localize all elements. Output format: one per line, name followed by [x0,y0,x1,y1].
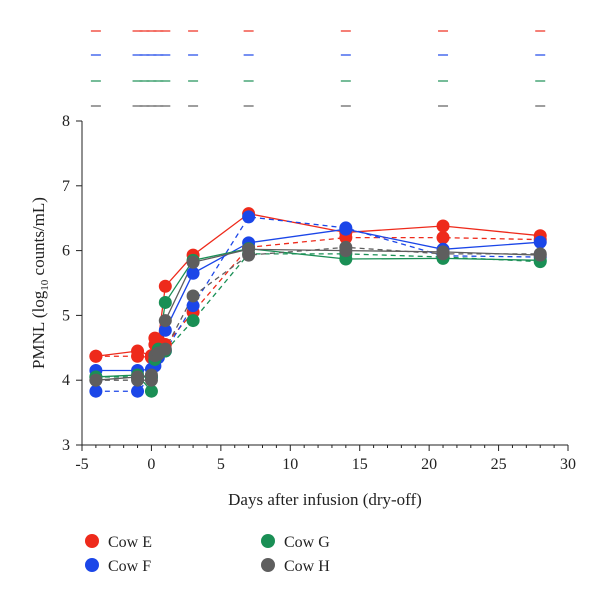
sampling-markers [90,30,546,107]
legend-item-cow-e: Cow E [85,534,152,551]
data-point-cow-h [436,245,450,259]
data-point-cow-f [186,266,200,280]
data-point-cow-f [339,222,353,236]
data-point-cow-e [151,333,165,347]
data-point-cow-e [158,279,172,293]
data-point-cow-f [533,235,547,249]
y-tick-label: 5 [62,307,70,324]
legend-swatch-cow-g [261,534,275,548]
y-ticks: 3 4 5 6 7 8 [62,113,82,454]
data-point-cow-h [186,289,200,303]
x-tick-label: 10 [282,456,298,473]
y-tick-label: 4 [62,372,70,389]
x-tick-label: 30 [560,456,576,473]
legend-swatch-cow-h [261,558,275,572]
axes [81,121,568,446]
x-tick-label: -5 [75,456,88,473]
data-point-cow-h [158,314,172,328]
x-tick-label: 15 [352,456,368,473]
data-point-cow-g [158,295,172,309]
y-axis-title-prefix: PMNL (log [29,290,48,369]
x-tick-label: 25 [491,456,507,473]
data-point-cow-g [186,314,200,328]
x-tick-label: 0 [147,456,155,473]
data-point-cow-f [131,384,145,398]
data-point-cow-e [89,349,103,363]
data-point-cow-h [186,255,200,269]
data-point-cow-f [186,299,200,313]
y-tick-label: 6 [62,243,70,260]
plot-points [89,207,547,398]
data-point-cow-h [89,373,103,387]
y-axis-title-suffix: counts/mL) [29,197,48,280]
y-tick-label: 8 [62,113,70,130]
data-point-cow-h [144,368,158,382]
data-point-cow-h [242,242,256,256]
legend-swatch-cow-f [85,558,99,572]
legend-item-cow-g: Cow G [261,534,330,551]
x-tick-label: 20 [421,456,437,473]
y-tick-label: 3 [62,437,70,454]
data-point-cow-h [131,370,145,384]
data-point-cow-f [158,323,172,337]
legend-label-cow-e: Cow E [108,534,152,551]
legend-item-cow-h: Cow H [261,558,330,575]
legend-label-cow-g: Cow G [284,534,330,551]
y-tick-label: 7 [62,178,70,195]
legend-item-cow-f: Cow F [85,558,151,575]
y-axis-title-subscript: 10 [39,279,51,291]
data-point-cow-f [242,210,256,224]
data-point-cow-f [89,384,103,398]
x-ticks: -5 0 5 10 15 20 25 30 [75,445,576,473]
data-point-cow-g [144,384,158,398]
data-point-cow-e [436,219,450,233]
data-point-cow-h [151,346,165,360]
legend-label-cow-h: Cow H [284,558,330,575]
legend: Cow E Cow F Cow G Cow H [85,534,330,575]
x-tick-label: 5 [217,456,225,473]
legend-label-cow-f: Cow F [108,558,151,575]
x-axis-title: Days after infusion (dry-off) [228,490,422,509]
data-point-cow-e [131,344,145,358]
y-axis-title: PMNL (log10 counts/mL) [29,197,51,369]
data-point-cow-e [436,231,450,245]
data-point-cow-h [339,244,353,258]
data-point-cow-h [533,248,547,262]
legend-swatch-cow-e [85,534,99,548]
